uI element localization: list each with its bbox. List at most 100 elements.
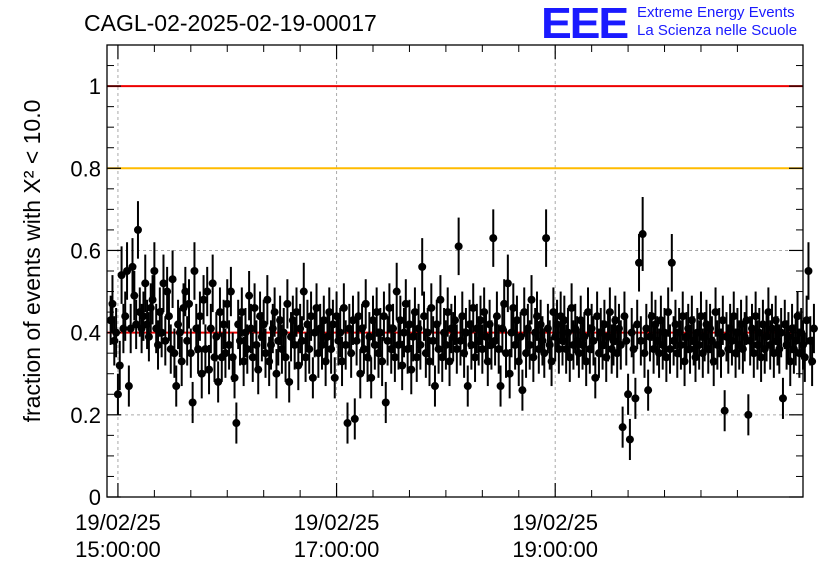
data-point [476, 316, 485, 325]
data-point [412, 353, 421, 362]
data-point [199, 295, 208, 304]
data-point [336, 328, 345, 337]
data-point [430, 382, 439, 391]
data-point [285, 377, 294, 386]
data-point [175, 328, 184, 337]
y-tick-label: 1 [89, 74, 101, 99]
data-point [219, 320, 228, 329]
data-point [226, 287, 235, 296]
data-point [618, 423, 627, 432]
data-point [720, 406, 729, 415]
data-point [230, 373, 239, 382]
data-point [401, 299, 410, 308]
data-point [436, 295, 445, 304]
data-point [800, 353, 809, 362]
data-point [259, 320, 268, 329]
data-point [181, 287, 190, 296]
data-point [778, 394, 787, 403]
data-series [106, 197, 818, 461]
data-point [483, 357, 492, 366]
data-point [611, 316, 620, 325]
data-point [281, 353, 290, 362]
data-point [542, 234, 551, 243]
data-point [655, 349, 664, 358]
data-point [250, 303, 259, 312]
data-point [804, 267, 813, 275]
data-point [416, 340, 425, 349]
data-point [540, 349, 549, 358]
data-point [248, 353, 257, 362]
data-point [567, 303, 576, 312]
data-point [662, 353, 671, 362]
data-point [749, 349, 758, 358]
data-point [139, 312, 148, 321]
data-point [370, 340, 379, 349]
data-point [392, 287, 401, 296]
data-point [339, 303, 348, 312]
data-point [354, 312, 363, 321]
grid [107, 45, 803, 497]
data-point [343, 419, 352, 428]
data-point [132, 320, 141, 329]
data-point [367, 373, 376, 382]
data-point [547, 357, 556, 366]
data-point [624, 390, 633, 399]
data-point [290, 340, 299, 349]
data-point [458, 312, 467, 321]
data-point [389, 324, 398, 333]
data-point [678, 312, 687, 321]
data-point [243, 345, 252, 354]
data-point [600, 320, 609, 329]
x-axis: 19/02/2515:00:0019/02/2517:00:0019/02/25… [75, 45, 738, 562]
data-point [164, 312, 173, 321]
data-point [509, 303, 518, 312]
data-point [383, 336, 392, 345]
data-point [769, 349, 778, 358]
data-point [312, 303, 321, 312]
data-point [443, 308, 452, 317]
data-point [350, 414, 359, 423]
y-tick-label: 0.4 [70, 321, 101, 346]
data-point [270, 308, 279, 317]
data-point [128, 262, 137, 271]
data-point [272, 369, 281, 378]
data-point [425, 357, 434, 366]
data-point [150, 267, 159, 275]
data-point [636, 336, 645, 345]
y-axis: 0 0.2 0.4 0.6 0.8 1 [70, 65, 803, 510]
y-tick-label: 0.8 [70, 156, 101, 181]
data-point [133, 225, 142, 234]
data-point [647, 312, 656, 321]
data-point [429, 336, 438, 345]
data-point [671, 320, 680, 329]
data-point [212, 332, 221, 341]
data-point [396, 316, 405, 325]
data-point [500, 299, 509, 308]
data-point [305, 345, 314, 354]
data-point [399, 328, 408, 337]
data-point [261, 349, 270, 358]
data-point [622, 336, 631, 345]
data-point [170, 349, 179, 358]
data-point [398, 361, 407, 370]
data-point [239, 357, 248, 366]
data-point [385, 303, 394, 312]
data-point [717, 349, 726, 358]
data-point [154, 340, 163, 349]
data-point [359, 345, 368, 354]
data-point [197, 369, 206, 378]
data-point [518, 386, 527, 395]
data-point [686, 345, 695, 354]
data-point [471, 353, 480, 362]
x-tick-label-time: 17:00:00 [294, 537, 380, 562]
data-point [347, 349, 356, 358]
data-point [338, 357, 347, 366]
eee-logo: EEE Extreme Energy Events La Scienza nel… [541, 2, 797, 46]
x-tick-label-date: 19/02/25 [512, 510, 598, 535]
data-point [709, 357, 718, 366]
data-point [757, 353, 766, 362]
data-point [451, 316, 459, 325]
data-point [177, 357, 186, 366]
data-point [183, 336, 192, 345]
data-point [292, 308, 301, 317]
